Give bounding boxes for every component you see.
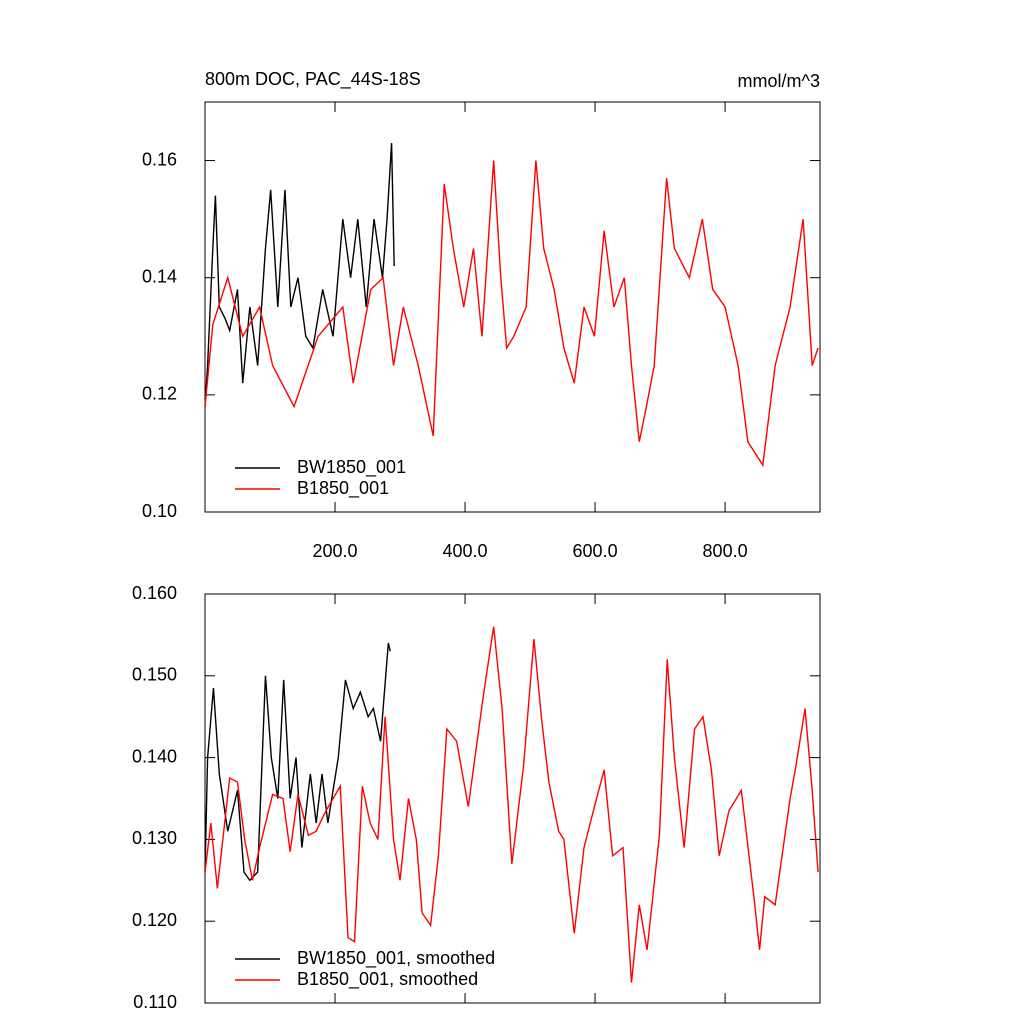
plot-frame (204, 593, 821, 1004)
data-line (204, 626, 819, 983)
y-tick-label: 0.110 (133, 992, 177, 1012)
y-tick-label: 0.130 (132, 828, 177, 848)
plot-frame (204, 101, 821, 513)
y-tick-label: 0.10 (142, 501, 177, 521)
y-tick-label: 0.120 (132, 910, 177, 930)
data-line (204, 142, 395, 407)
x-tick-label: 200.0 (312, 541, 357, 561)
legend-label: BW1850_001 (297, 457, 406, 478)
data-line (204, 642, 391, 882)
y-tick-label: 0.160 (132, 583, 177, 603)
y-tick-label: 0.12 (142, 384, 177, 404)
y-tick-label: 0.140 (132, 746, 177, 766)
chart-title: 800m DOC, PAC_44S-18S (205, 69, 421, 90)
y-tick-label: 0.14 (142, 266, 177, 286)
x-tick-label: 800.0 (703, 541, 748, 561)
data-line (204, 160, 819, 468)
legend-label: B1850_001, smoothed (297, 969, 478, 990)
legend-label: B1850_001 (297, 478, 389, 499)
legend-label: BW1850_001, smoothed (297, 948, 495, 969)
x-tick-label: 400.0 (443, 541, 488, 561)
units-label: mmol/m^3 (738, 71, 820, 91)
x-tick-label: 600.0 (573, 541, 618, 561)
y-tick-label: 0.16 (142, 149, 177, 169)
y-tick-label: 0.150 (132, 665, 177, 685)
